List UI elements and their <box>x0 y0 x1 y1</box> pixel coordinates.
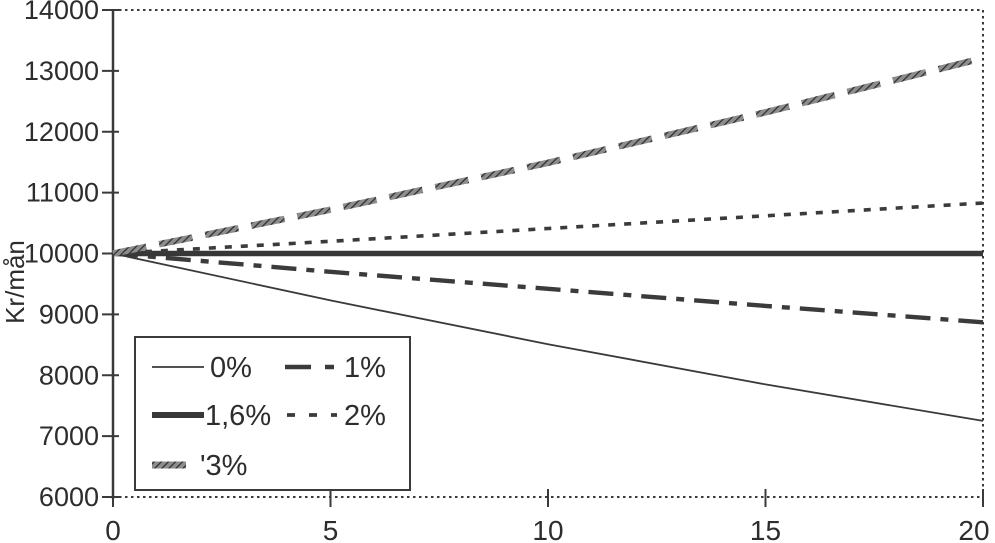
y-tick-label: 11000 <box>26 178 99 208</box>
series-line-2pct <box>112 201 984 256</box>
legend-item-3pct: '3% <box>152 450 247 482</box>
y-tick-label: 10000 <box>24 239 99 269</box>
legend-item-1-6pct: 1,6% <box>152 400 271 432</box>
y-tick-label: 7000 <box>39 421 99 451</box>
x-tick-label: 20 <box>958 515 989 543</box>
legend-label: 1,6% <box>205 400 271 432</box>
x-tick-label: 15 <box>750 515 781 543</box>
y-tick-label: 14000 <box>24 0 99 25</box>
legend-item-2pct: 2% <box>287 400 386 432</box>
y-tick-label: 9000 <box>39 299 99 329</box>
series-line-1pct <box>112 251 984 325</box>
legend-label: 0% <box>210 352 252 384</box>
legend-item-1pct: 1% <box>285 352 386 384</box>
legend-item-0pct: 0% <box>152 352 252 384</box>
series-line-0pct <box>112 252 984 422</box>
legend-label: 1% <box>344 352 386 384</box>
x-tick-label: 5 <box>323 515 339 543</box>
x-tick-label: 0 <box>105 515 121 543</box>
y-axis-title: Kr/mån <box>0 240 30 324</box>
y-tick-label: 12000 <box>24 117 99 147</box>
series-lines <box>112 54 984 422</box>
legend-label: 2% <box>344 400 386 432</box>
legend-label: '3% <box>200 450 247 482</box>
y-tick-label: 13000 <box>24 56 99 86</box>
axis-tick-labels: 6000 7000 8000 9000 10000 11000 12000 13000 1400… <box>24 0 990 543</box>
y-tick-label: 8000 <box>39 360 99 390</box>
legend: 0% 1% 1,6% 2% '3% <box>134 336 411 491</box>
series-line-3pct <box>112 54 984 257</box>
y-tick-label: 6000 <box>39 482 99 512</box>
x-tick-label: 10 <box>532 515 563 543</box>
